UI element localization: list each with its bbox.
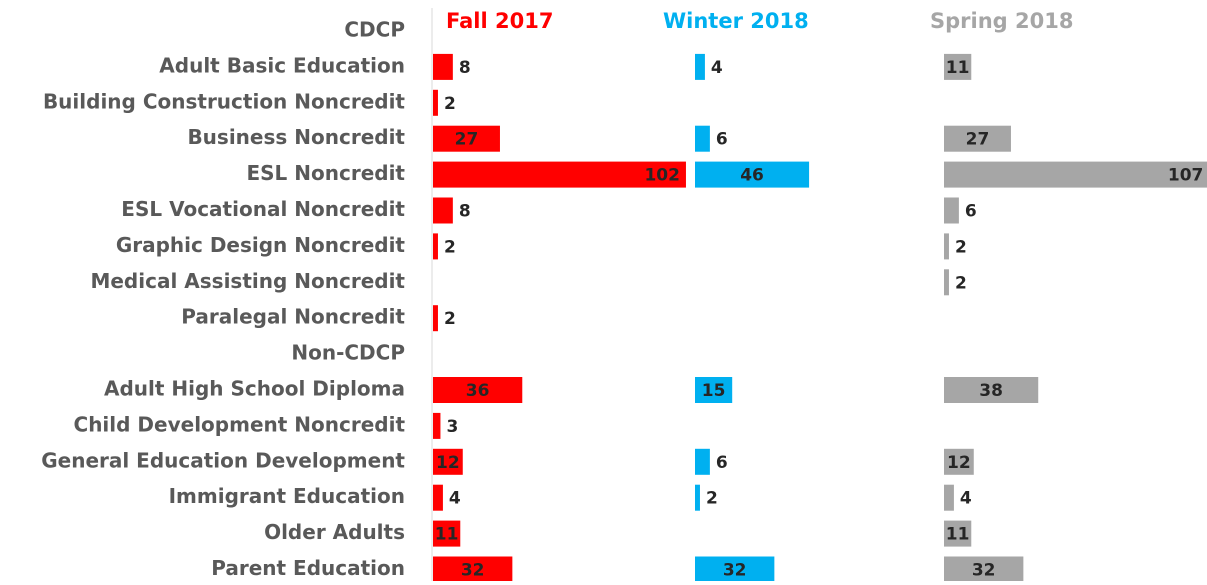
bar bbox=[695, 377, 733, 403]
category-label: Adult Basic Education bbox=[159, 53, 405, 77]
bar bbox=[433, 556, 513, 583]
value-label: 11 bbox=[435, 525, 459, 545]
bar bbox=[695, 53, 705, 80]
category-label: Child Development Noncredit bbox=[74, 412, 406, 436]
bar bbox=[695, 448, 710, 475]
category-label: Non-CDCP bbox=[291, 341, 405, 365]
category-label: ESL Noncredit bbox=[246, 161, 405, 185]
category-label: Parent Education bbox=[211, 556, 405, 580]
value-label: 46 bbox=[740, 166, 764, 186]
category-label: Medical Assisting Noncredit bbox=[90, 269, 405, 293]
bar bbox=[433, 89, 438, 116]
bar bbox=[944, 197, 959, 224]
bar bbox=[433, 412, 441, 439]
bar bbox=[944, 520, 972, 547]
category-label: Paralegal Noncredit bbox=[181, 305, 405, 329]
value-label: 2 bbox=[444, 237, 456, 257]
value-label: 4 bbox=[711, 58, 723, 78]
bar bbox=[695, 556, 775, 583]
value-label: 11 bbox=[946, 525, 970, 545]
category-label: Older Adults bbox=[264, 520, 405, 544]
value-label: 32 bbox=[972, 561, 996, 581]
value-label: 32 bbox=[461, 561, 485, 581]
bar bbox=[433, 125, 500, 152]
bar bbox=[433, 377, 523, 403]
bar bbox=[433, 161, 686, 188]
value-label: 12 bbox=[436, 453, 460, 473]
value-label: 102 bbox=[644, 166, 680, 186]
category-label: Building Construction Noncredit bbox=[43, 89, 405, 113]
value-label: 12 bbox=[947, 453, 971, 473]
value-label: 6 bbox=[965, 202, 977, 222]
bar bbox=[433, 233, 438, 260]
bar bbox=[944, 125, 1011, 152]
bar bbox=[944, 233, 949, 260]
value-label: 11 bbox=[946, 58, 970, 78]
value-label: 8 bbox=[459, 202, 471, 222]
value-label: 4 bbox=[449, 489, 461, 509]
category-label: General Education Development bbox=[41, 448, 405, 472]
value-label: 8 bbox=[459, 58, 471, 78]
value-label: 36 bbox=[466, 381, 490, 401]
value-label: 107 bbox=[1168, 166, 1204, 186]
series-title: Fall 2017 bbox=[446, 9, 553, 33]
value-label: 2 bbox=[955, 237, 967, 257]
bar bbox=[944, 269, 949, 296]
bar bbox=[695, 484, 700, 511]
value-label: 2 bbox=[444, 94, 456, 114]
bar bbox=[433, 520, 461, 547]
bar bbox=[944, 448, 974, 475]
bar bbox=[944, 53, 972, 80]
bar bbox=[695, 125, 710, 152]
category-label: Business Noncredit bbox=[187, 125, 405, 149]
value-label: 6 bbox=[716, 453, 728, 473]
value-label: 38 bbox=[979, 381, 1003, 401]
bar bbox=[944, 161, 1207, 188]
bar bbox=[695, 161, 810, 188]
bar bbox=[433, 484, 443, 511]
bar bbox=[944, 484, 954, 511]
value-label: 2 bbox=[444, 309, 456, 329]
value-label: 27 bbox=[455, 130, 479, 150]
category-label: Graphic Design Noncredit bbox=[116, 233, 406, 257]
category-label: Immigrant Education bbox=[169, 484, 405, 508]
category-label: CDCP bbox=[344, 18, 405, 42]
value-label: 2 bbox=[706, 489, 718, 509]
series-title: Spring 2018 bbox=[930, 9, 1073, 33]
value-label: 2 bbox=[955, 273, 967, 293]
bar bbox=[433, 197, 453, 224]
value-label: 4 bbox=[960, 489, 972, 509]
bar bbox=[433, 305, 438, 332]
value-label: 27 bbox=[966, 130, 990, 150]
bar bbox=[433, 53, 453, 80]
value-label: 6 bbox=[716, 130, 728, 150]
value-label: 32 bbox=[723, 561, 747, 581]
category-label: Adult High School Diploma bbox=[104, 377, 405, 401]
value-label: 15 bbox=[702, 381, 726, 401]
bar bbox=[944, 377, 1039, 403]
series-title: Winter 2018 bbox=[663, 9, 809, 33]
bar bbox=[944, 556, 1024, 583]
category-label: ESL Vocational Noncredit bbox=[121, 197, 405, 221]
value-label: 3 bbox=[446, 417, 458, 437]
bar bbox=[433, 448, 463, 475]
